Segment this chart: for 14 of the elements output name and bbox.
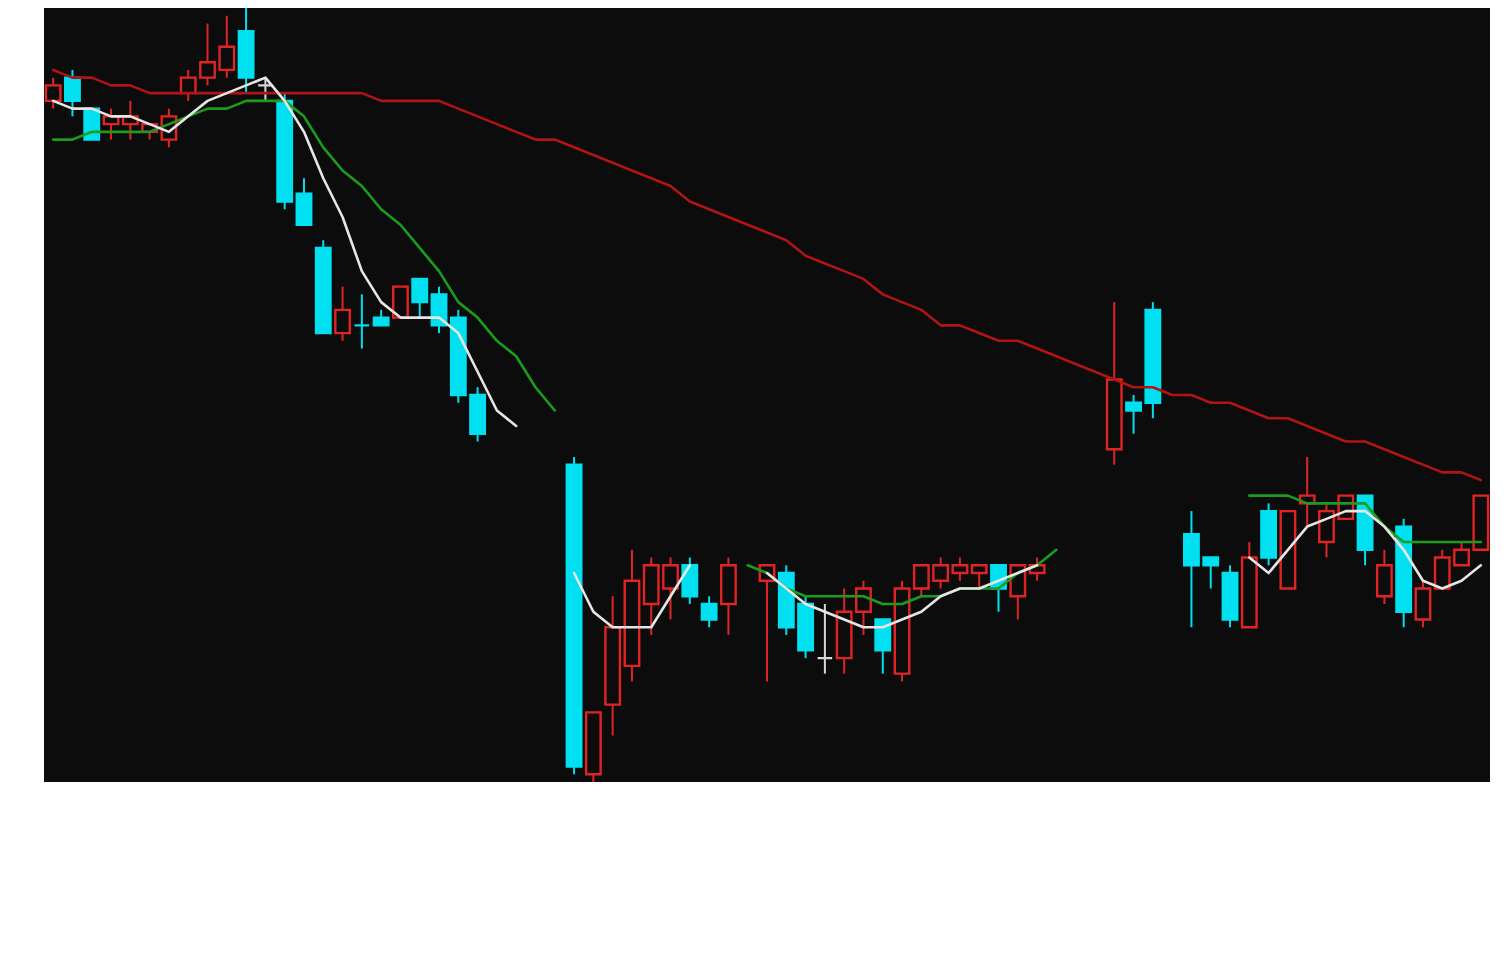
candlestick — [392, 285, 409, 319]
candlestick — [700, 595, 718, 629]
candlestick — [64, 68, 81, 118]
candlestick — [1375, 548, 1393, 605]
candlestick — [874, 618, 892, 675]
candlestick — [816, 602, 834, 675]
candlestick — [1221, 564, 1239, 629]
candlestick — [353, 293, 371, 350]
candlestick — [237, 7, 255, 95]
candlestick — [719, 556, 737, 636]
candlestick — [256, 76, 274, 102]
candlestick — [681, 556, 699, 605]
candlestick — [1260, 502, 1278, 567]
candlestick — [334, 285, 351, 342]
